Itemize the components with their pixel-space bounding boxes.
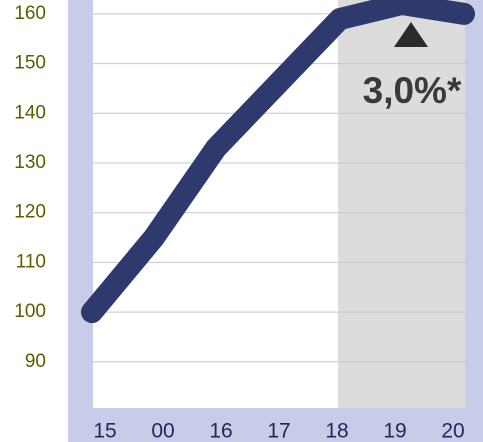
x-tick-label: 19 — [383, 420, 406, 442]
marks — [81, 0, 475, 324]
x-tick-label: 15 — [93, 420, 116, 442]
up-arrow — [394, 22, 428, 47]
y-tick-label: 90 — [25, 351, 46, 372]
data-line — [81, 0, 475, 324]
x-tick-label: 00 — [151, 420, 174, 442]
x-tick-label: 18 — [325, 420, 348, 442]
x-tick-label: 17 — [267, 420, 290, 442]
forecast-shading — [338, 0, 465, 408]
x-tick-label: 16 — [209, 420, 232, 442]
y-tick-label: 100 — [14, 301, 46, 322]
y-tick-label: 120 — [14, 202, 46, 223]
y-tick-label: 160 — [14, 3, 46, 24]
y-tick-label: 140 — [14, 102, 46, 123]
y-tick-label: 110 — [16, 251, 46, 272]
x-tick-label: 20 — [441, 420, 464, 442]
y-tick-label: 150 — [14, 53, 46, 74]
y-tick-label: 130 — [14, 152, 46, 173]
annotation: 3,0%* — [363, 70, 462, 111]
